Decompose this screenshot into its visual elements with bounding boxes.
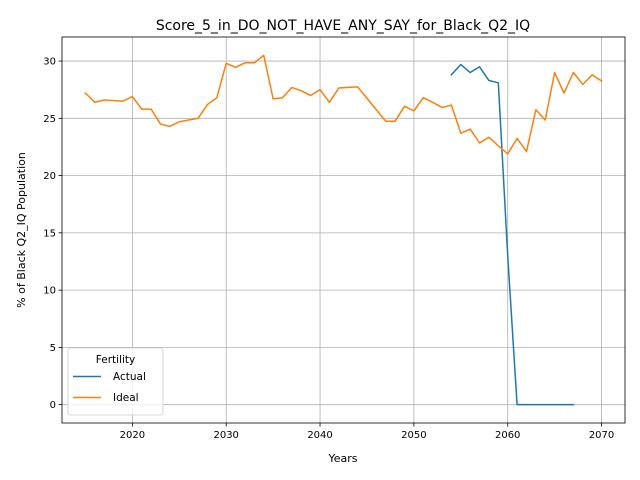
x-axis-label: Years: [327, 452, 357, 465]
x-tick-label: 2020: [120, 430, 145, 441]
x-axis: 2020 2030 2040 2050 2060 2070: [120, 423, 614, 441]
legend-label-ideal: Ideal: [113, 392, 139, 404]
y-axis: 0 5 10 15 20 25 30: [43, 57, 62, 411]
x-tick-label: 2060: [495, 430, 520, 441]
legend-title: Fertility: [96, 354, 135, 366]
y-tick-label: 25: [43, 114, 56, 125]
y-axis-label: % of Black Q2_IQ Population: [15, 152, 28, 308]
y-tick-label: 15: [43, 228, 56, 239]
y-tick-label: 20: [43, 171, 56, 182]
plot-border: [61, 36, 626, 424]
legend: Fertility Actual Ideal: [67, 347, 164, 416]
y-tick-label: 5: [50, 343, 56, 354]
x-tick-label: 2030: [213, 430, 238, 441]
y-tick-label: 0: [50, 400, 56, 411]
series-line-ideal: [84, 54, 603, 155]
y-tick-label: 10: [43, 286, 56, 297]
chart-title: Score_5_in_DO_NOT_HAVE_ANY_SAY_for_Black…: [156, 18, 530, 34]
series-layer: [84, 54, 603, 406]
y-tick-label: 30: [43, 57, 56, 68]
plot-frame: [61, 36, 626, 424]
x-tick-label: 2040: [307, 430, 332, 441]
series-line-actual: [450, 63, 575, 406]
legend-label-actual: Actual: [113, 371, 146, 383]
x-tick-label: 2050: [401, 430, 426, 441]
x-tick-label: 2070: [589, 430, 614, 441]
